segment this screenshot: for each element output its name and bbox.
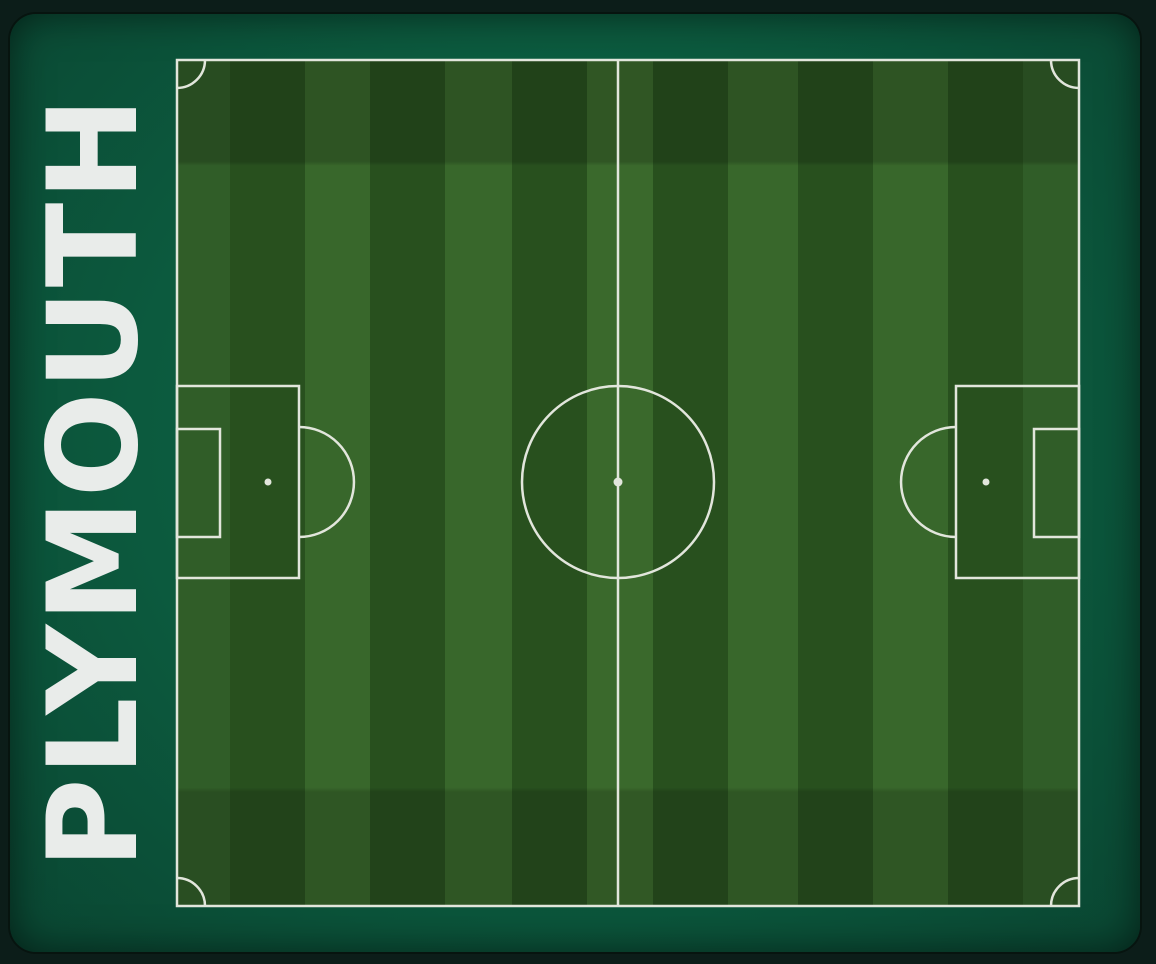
corner-arc-top-right xyxy=(1049,59,1080,90)
grass-stripes xyxy=(177,60,1079,906)
left-penalty-spot xyxy=(264,478,272,486)
right-goal-box xyxy=(1032,427,1081,539)
corner-arc-top-left xyxy=(176,59,207,90)
left-penalty-arc xyxy=(298,425,356,539)
right-penalty-arc xyxy=(899,425,957,539)
corner-arc-bottom-right xyxy=(1049,876,1080,907)
center-circle xyxy=(520,384,716,580)
pitch-spots xyxy=(264,477,990,487)
center-spot xyxy=(613,477,623,487)
pitch-markings xyxy=(175,58,1081,908)
corner-arc-bottom-left xyxy=(176,876,207,907)
left-goal-box xyxy=(175,427,222,539)
right-penalty-spot xyxy=(982,478,990,486)
